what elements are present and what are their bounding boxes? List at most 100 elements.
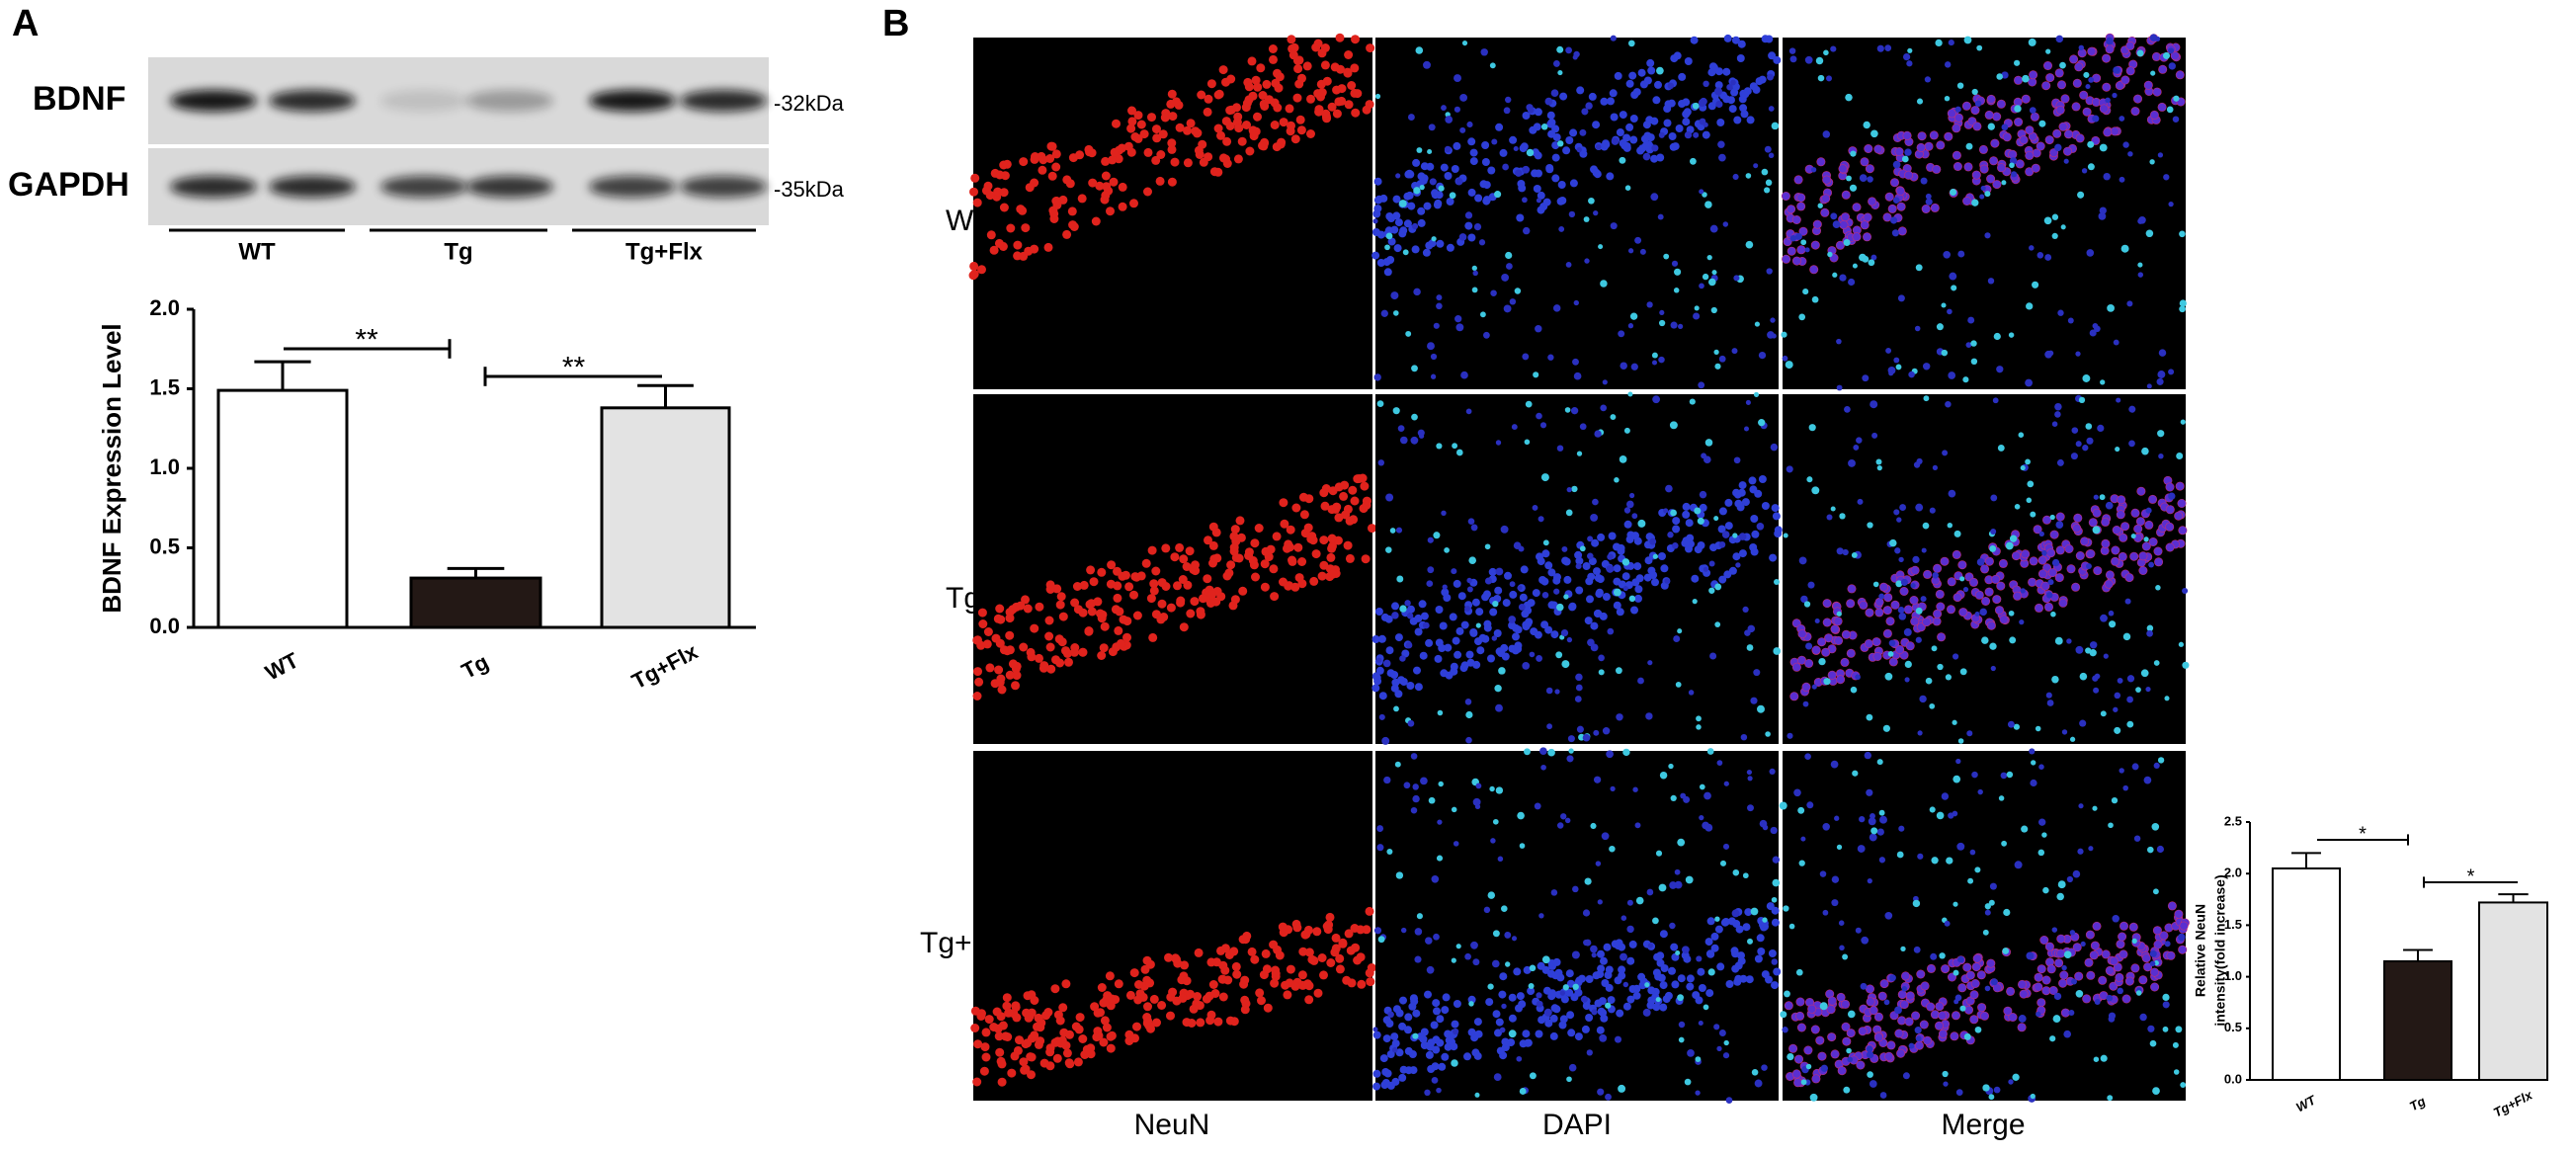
cell-dot — [1146, 594, 1156, 604]
cell-dot — [2136, 49, 2144, 57]
cell-dot — [1736, 54, 1745, 62]
cell-dot — [1231, 961, 1241, 971]
cell-dot — [1706, 254, 1712, 261]
cell-dot — [1625, 79, 1634, 88]
cell-dot — [1740, 110, 1749, 119]
cell-dot — [1959, 668, 1967, 676]
y-tick-label: 0.0 — [2224, 1071, 2242, 1086]
cell-dot — [1702, 130, 1710, 139]
cell-dot — [1572, 358, 1579, 366]
cell-dot — [1550, 1004, 1559, 1013]
cell-dot — [1731, 964, 1740, 973]
cell-dot — [1587, 638, 1595, 647]
cell-dot — [2156, 845, 2164, 854]
cell-dot — [2038, 531, 2044, 537]
cell-dot — [1541, 591, 1549, 599]
cell-dot — [1454, 74, 1461, 83]
cell-dot — [1860, 982, 1868, 990]
cell-dot — [1147, 113, 1156, 123]
cell-dot — [1533, 371, 1539, 378]
cell-dot — [1551, 174, 1560, 183]
cell-dot — [2103, 653, 2109, 659]
cell-dot — [2166, 483, 2174, 491]
cell-dot — [1675, 949, 1681, 956]
cell-dot — [1865, 639, 1873, 648]
cell-dot — [1434, 654, 1443, 663]
cell-dot — [985, 191, 995, 201]
cell-dot — [2014, 59, 2021, 66]
cell-dot — [1783, 905, 1789, 912]
cell-dot — [1097, 983, 1107, 992]
cell-dot — [1637, 972, 1646, 981]
cell-dot — [1122, 617, 1132, 626]
cell-dot — [1695, 1056, 1702, 1062]
cell-dot — [1027, 1070, 1036, 1080]
cell-dot — [1719, 860, 1727, 866]
cell-dot — [1810, 167, 1817, 173]
cell-dot — [1065, 179, 1075, 189]
cell-dot — [1626, 956, 1635, 965]
cell-dot — [1557, 181, 1566, 189]
cell-dot — [1205, 599, 1215, 608]
cell-dot — [1841, 658, 1849, 667]
cell-dot — [1556, 603, 1564, 612]
cell-dot — [1936, 590, 1945, 599]
cell-dot — [1375, 666, 1384, 675]
cell-dot — [1176, 598, 1186, 608]
cell-dot — [1731, 348, 1738, 355]
cell-dot — [1747, 804, 1754, 812]
cell-dot — [1487, 654, 1495, 663]
cell-dot — [1745, 173, 1752, 179]
cell-dot — [1432, 1035, 1441, 1044]
cell-dot — [1745, 399, 1751, 405]
cell-dot — [2041, 986, 2050, 995]
cell-dot — [1391, 602, 1399, 611]
cell-dot — [1455, 626, 1464, 635]
cell-dot — [1529, 1072, 1537, 1080]
cell-dot — [1405, 330, 1412, 337]
cell-dot — [1989, 544, 1997, 552]
cell-dot — [2092, 526, 2101, 535]
cell-dot — [2103, 172, 2111, 181]
cell-dot — [1989, 156, 1998, 165]
cell-dot — [1734, 974, 1743, 983]
cell-dot — [1631, 532, 1639, 540]
cell-dot — [1469, 157, 1478, 166]
y-tick-label: 1.5 — [149, 374, 180, 399]
cell-dot — [1866, 609, 1873, 618]
cell-dot — [1931, 1010, 1940, 1019]
cell-dot — [1849, 631, 1857, 639]
cell-dot — [1853, 226, 1862, 234]
cell-dot — [2117, 495, 2125, 504]
cell-dot — [1155, 176, 1165, 186]
cell-dot — [2059, 123, 2067, 131]
cell-dot — [1377, 936, 1385, 944]
cell-dot — [1152, 1018, 1161, 1028]
cell-dot — [1522, 226, 1531, 235]
cell-dot — [2129, 923, 2138, 932]
cell-dot — [1373, 927, 1382, 935]
cell-dot — [1412, 1032, 1419, 1039]
cell-dot — [1102, 182, 1112, 192]
cell-dot — [1786, 1072, 1794, 1081]
cell-dot — [1251, 75, 1261, 85]
cell-dot — [1643, 573, 1652, 582]
cell-dot — [1191, 560, 1200, 570]
cell-dot — [2102, 54, 2111, 63]
cell-dot — [1651, 360, 1658, 366]
cell-dot — [1536, 552, 1543, 561]
cell-dot — [2078, 396, 2086, 404]
cell-dot — [2022, 74, 2030, 83]
cell-dot — [1920, 177, 1928, 185]
cell-dot — [2182, 587, 2189, 595]
cell-dot — [1356, 952, 1366, 962]
cell-dot — [1376, 259, 1385, 267]
cell-dot — [1797, 656, 1806, 665]
cell-dot — [1768, 106, 1775, 112]
blot-band — [269, 176, 356, 198]
cell-dot — [2107, 303, 2116, 312]
cell-dot — [1722, 221, 1729, 227]
x-tick-label: WT — [2293, 1092, 2319, 1114]
cell-dot — [2035, 973, 2043, 982]
cell-dot — [1654, 972, 1663, 981]
